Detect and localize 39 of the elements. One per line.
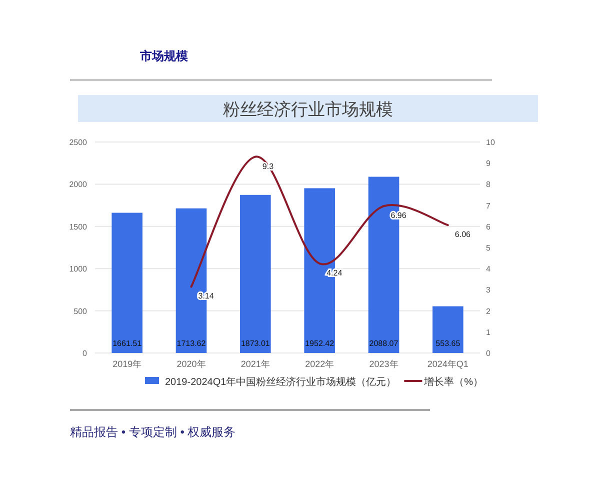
y2-tick-label: 3 bbox=[486, 286, 491, 295]
data-label: 1873.01 bbox=[240, 339, 270, 348]
y-tick-label: 0 bbox=[82, 349, 88, 358]
x-tick-label: 2023年 bbox=[369, 359, 398, 369]
y2-tick-label: 7 bbox=[486, 201, 491, 210]
data-label: 2088.07 bbox=[369, 339, 399, 348]
y2-tick-label: 4 bbox=[486, 264, 491, 274]
y2-tick-label: 10 bbox=[486, 138, 496, 147]
x-tick-label: 2024年Q1 bbox=[427, 359, 468, 369]
legend-label: 增长率（%） bbox=[423, 376, 484, 388]
data-label: 553.65 bbox=[436, 339, 461, 348]
bar bbox=[432, 306, 464, 353]
text: 精品报告 • 专项定制 • 权威服务 bbox=[70, 425, 236, 439]
data-label: 6.06 bbox=[454, 230, 472, 240]
data-label: 1661.51 bbox=[112, 339, 142, 348]
y2-tick-label: 8 bbox=[486, 180, 491, 190]
legend-label: 2019-2024Q1年中国粉丝经济行业市场规模（亿元） bbox=[165, 376, 396, 388]
y2-tick-label: 1 bbox=[486, 328, 491, 337]
bar bbox=[112, 212, 142, 353]
y2-tick-label: 9 bbox=[486, 159, 491, 168]
bar bbox=[240, 194, 271, 353]
y2-tick-label: 0 bbox=[486, 349, 491, 358]
data-label: 1952.42 bbox=[305, 339, 335, 348]
y-tick-label: 1000 bbox=[69, 264, 88, 274]
x-tick-label: 2022年 bbox=[305, 359, 334, 369]
x-tick-label: 2021年 bbox=[240, 359, 270, 369]
y2-tick-label: 6 bbox=[486, 222, 491, 232]
y-tick-label: 1500 bbox=[69, 222, 88, 232]
x-tick-label: 2019年 bbox=[112, 359, 142, 369]
y2-tick-label: 2 bbox=[486, 306, 491, 316]
y-tick-label: 2000 bbox=[69, 180, 88, 190]
x-tick-label: 2020年 bbox=[176, 359, 206, 369]
text: 市场规模 bbox=[139, 49, 188, 63]
y2-tick-label: 5 bbox=[486, 244, 491, 252]
line-series bbox=[190, 156, 449, 288]
chart-title: 粉丝经济行业市场规模 bbox=[223, 100, 393, 119]
y-tick-label: 2500 bbox=[69, 138, 88, 147]
y-tick-label: 500 bbox=[74, 306, 88, 316]
data-label: 1713.62 bbox=[176, 339, 206, 348]
